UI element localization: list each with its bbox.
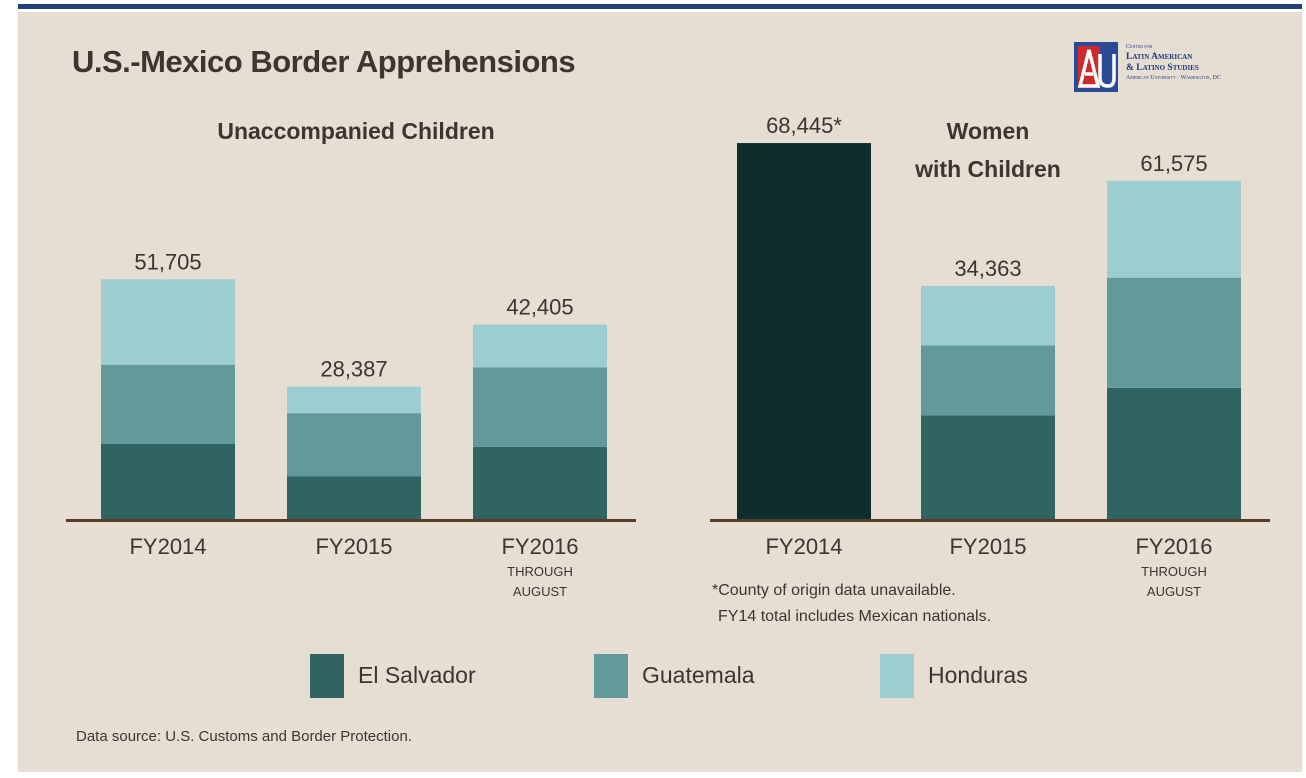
legend-label: Honduras [928,662,1028,688]
logo-text: Center for Latin American & Latino Studi… [1126,43,1266,83]
logo-line-3: & Latino Studies [1126,63,1199,73]
legend-label: Guatemala [642,662,755,688]
legend-label: El Salvador [358,662,476,688]
logo-line-1: Center for [1126,44,1153,50]
total-label: 42,405 [506,294,573,319]
bar-segment [101,279,235,365]
legend-swatch [594,654,628,698]
chart-title: with Children [914,156,1061,182]
x-axis-line [66,519,636,522]
x-tick-label: FY2015 [949,534,1026,559]
x-tick-label: FY2015 [315,534,392,559]
bar-segment [1107,387,1241,520]
x-tick-label: FY2014 [765,534,842,559]
bar-segment [473,367,607,447]
logo-line-2: Latin American [1126,52,1193,62]
x-tick-label: FY2016 [501,534,578,559]
bar-segment [101,364,235,444]
total-label: 28,387 [320,357,387,382]
x-tick-sublabel: THROUGH [507,564,573,579]
bar-segment [1107,180,1241,278]
total-label: 61,575 [1140,151,1207,176]
x-axis-line [710,519,1270,522]
bar-segment [921,285,1055,346]
bar-segment [287,386,421,414]
total-label: 34,363 [954,256,1021,281]
top-rule [18,4,1302,9]
footnote-line-2: FY14 total includes Mexican nationals. [718,608,992,625]
legend-swatch [880,654,914,698]
bar-segment [287,476,421,520]
footnote: *County of origin data unavailable. FY14… [712,578,991,630]
page-title: U.S.-Mexico Border Apprehensions [72,44,576,79]
x-tick-label: FY2014 [129,534,206,559]
bar-segment [921,415,1055,520]
x-tick-sublabel: AUGUST [513,584,567,599]
x-tick-label: FY2016 [1135,534,1212,559]
x-tick-sublabel: THROUGH [1141,564,1207,579]
data-source-note: Data source: U.S. Customs and Border Pro… [76,728,412,745]
logo: Center for Latin American & Latino Studi… [1074,42,1264,92]
total-label: 68,445* [766,113,842,138]
bar-segment [473,324,607,368]
x-tick-sublabel: AUGUST [1147,584,1201,599]
bar-segment [101,444,235,520]
chart-title: Unaccompanied Children [217,118,494,144]
bar-segment [473,446,607,520]
bar-segment [1107,277,1241,388]
total-label: 51,705 [134,249,201,274]
footnote-line-1: *County of origin data unavailable. [712,582,956,599]
legend-swatch [310,654,344,698]
bar-segment [921,345,1055,416]
logo-line-4: American University · Washington, DC [1126,75,1221,81]
bar-segment [287,413,421,477]
bar-total [737,143,871,520]
chart-title: Women [947,118,1030,144]
au-logo-icon [1074,42,1118,92]
